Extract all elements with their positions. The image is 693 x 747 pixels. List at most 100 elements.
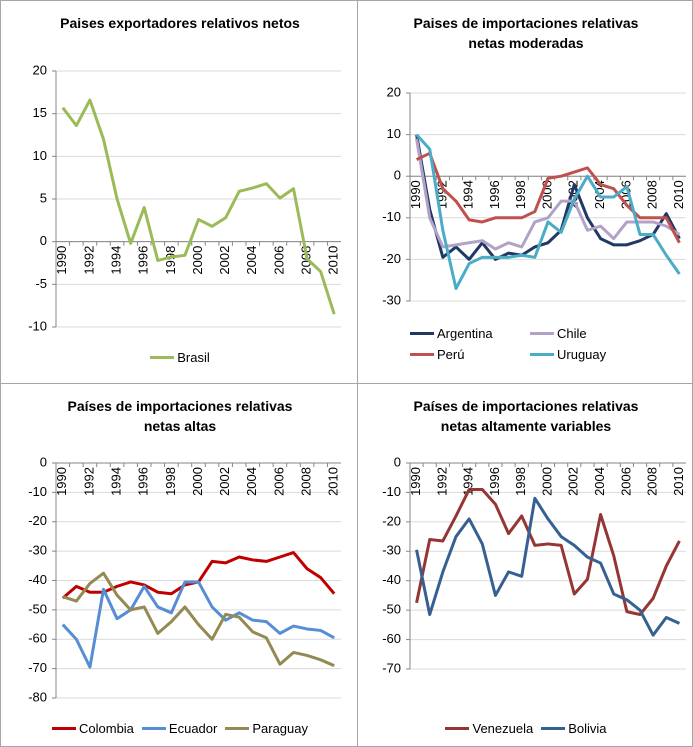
y-tick-label: 20 [387, 84, 401, 99]
legend-swatch [541, 727, 566, 730]
x-tick-label: 1996 [487, 180, 502, 209]
x-tick-label: 2004 [244, 246, 259, 275]
y-tick-label: 0 [40, 233, 47, 248]
x-tick-label: 2000 [190, 467, 205, 496]
legend-item: Colombia [52, 721, 134, 736]
x-tick-label: 1994 [109, 467, 124, 496]
chart-panel: Países de importaciones relativas netas … [357, 383, 693, 747]
series-line [415, 496, 681, 637]
legend: Venezuela Bolivia [366, 718, 686, 739]
legend: Argentina Chile Perú Uruguay [401, 323, 651, 365]
x-tick-label: 1996 [136, 467, 151, 496]
x-tick-label: 1990 [408, 467, 423, 496]
y-tick-label: -10 [28, 318, 47, 333]
x-tick-label: 2008 [299, 467, 314, 496]
x-tick-label: 2002 [566, 467, 581, 496]
y-tick-label: 20 [33, 62, 47, 77]
legend-item: Bolivia [541, 721, 607, 736]
y-tick-label: -10 [28, 484, 47, 499]
legend-label: Venezuela [472, 721, 534, 736]
legend-item: Argentina [410, 326, 522, 341]
y-tick-label: -10 [382, 209, 401, 224]
legend-item: Ecuador [141, 721, 217, 736]
x-tick-label: 1998 [513, 180, 528, 209]
y-tick-label: -10 [382, 484, 401, 499]
x-tick-label: 1992 [81, 467, 96, 496]
legend-label: Uruguay [557, 347, 607, 362]
legend-swatch [530, 332, 554, 335]
y-tick-label: 15 [33, 105, 47, 120]
x-tick-label: 2008 [645, 180, 660, 209]
legend-label: Perú [437, 347, 465, 362]
legend-label: Brasil [177, 350, 210, 365]
x-tick-label: 1996 [136, 246, 151, 275]
x-tick-label: 2006 [271, 246, 286, 275]
y-tick-label: -30 [28, 543, 47, 558]
x-tick-label: 2000 [539, 467, 554, 496]
y-tick-label: 0 [40, 454, 47, 469]
chart-title: Países de importaciones relativas netas … [67, 398, 293, 434]
y-tick-label: 0 [394, 454, 401, 469]
x-tick-label: 1992 [81, 246, 96, 275]
y-tick-label: -80 [28, 689, 47, 704]
legend-label: Bolivia [568, 721, 607, 736]
x-tick-label: 1998 [163, 467, 178, 496]
x-tick-label: 2002 [217, 467, 232, 496]
y-tick-label: 5 [40, 190, 47, 205]
y-tick-label: -30 [382, 292, 401, 307]
y-tick-label: -40 [28, 572, 47, 587]
y-tick-label: -70 [28, 660, 47, 675]
y-tick-label: 10 [33, 148, 47, 163]
legend-label: Chile [557, 326, 587, 341]
chart: -10 -5 0 5 10 15 20 1990 1992 1994 1996 1998 2000 200… [28, 62, 341, 333]
x-tick-label: 1992 [434, 467, 449, 496]
chart-title: Paises exportadores relativos netos [60, 15, 300, 31]
legend-label: Argentina [437, 326, 493, 341]
y-tick-label: -20 [382, 251, 401, 266]
x-tick-label: 2008 [645, 467, 660, 496]
x-tick-label: 2010 [326, 467, 341, 496]
x-tick-label: 2004 [592, 467, 607, 496]
x-tick-label: 2002 [217, 246, 232, 275]
series-line [61, 98, 336, 315]
y-tick-label: -70 [382, 660, 401, 675]
x-tick-label: 1990 [408, 180, 423, 209]
x-tick-label: 2008 [299, 246, 314, 275]
y-tick-label: -60 [28, 631, 47, 646]
y-tick-label: -20 [382, 513, 401, 528]
legend-swatch [150, 356, 175, 359]
x-tick-label: 1998 [163, 246, 178, 275]
legend-item: Brasil [150, 350, 210, 365]
x-tick-label: 2004 [244, 467, 259, 496]
x-tick-label: 1994 [109, 246, 124, 275]
x-tick-label: 1990 [54, 246, 69, 275]
series-line [62, 571, 335, 668]
x-tick-label: 1994 [461, 180, 476, 209]
legend: Colombia Ecuador Paraguay [10, 718, 350, 739]
legend-swatch [445, 727, 470, 730]
y-tick-label: -5 [35, 276, 47, 291]
legend-item: Chile [530, 326, 642, 341]
legend-swatch [52, 727, 76, 730]
x-tick-label: 2010 [671, 180, 686, 209]
x-tick-label: 2010 [671, 467, 686, 496]
y-tick-label: -30 [382, 543, 401, 558]
chart-panel: Países de importaciones relativas netas … [0, 383, 358, 747]
y-tick-label: 0 [394, 168, 401, 183]
y-tick-label: 10 [387, 126, 401, 141]
chart-panel: Paises exportadores relativos netos -10 -5… [0, 0, 358, 384]
x-tick-label: 1990 [54, 467, 69, 496]
legend-item: Uruguay [530, 347, 642, 362]
x-tick-label: 2006 [618, 467, 633, 496]
legend-swatch [410, 332, 434, 335]
legend-swatch [225, 727, 250, 730]
x-tick-label: 1996 [487, 467, 502, 496]
legend-label: Colombia [79, 721, 134, 736]
legend-swatch [530, 353, 554, 356]
x-tick-label: 2010 [326, 246, 341, 275]
y-tick-label: -20 [28, 513, 47, 528]
legend-swatch [410, 353, 434, 356]
legend-swatch [141, 727, 166, 730]
series-line [415, 487, 681, 617]
